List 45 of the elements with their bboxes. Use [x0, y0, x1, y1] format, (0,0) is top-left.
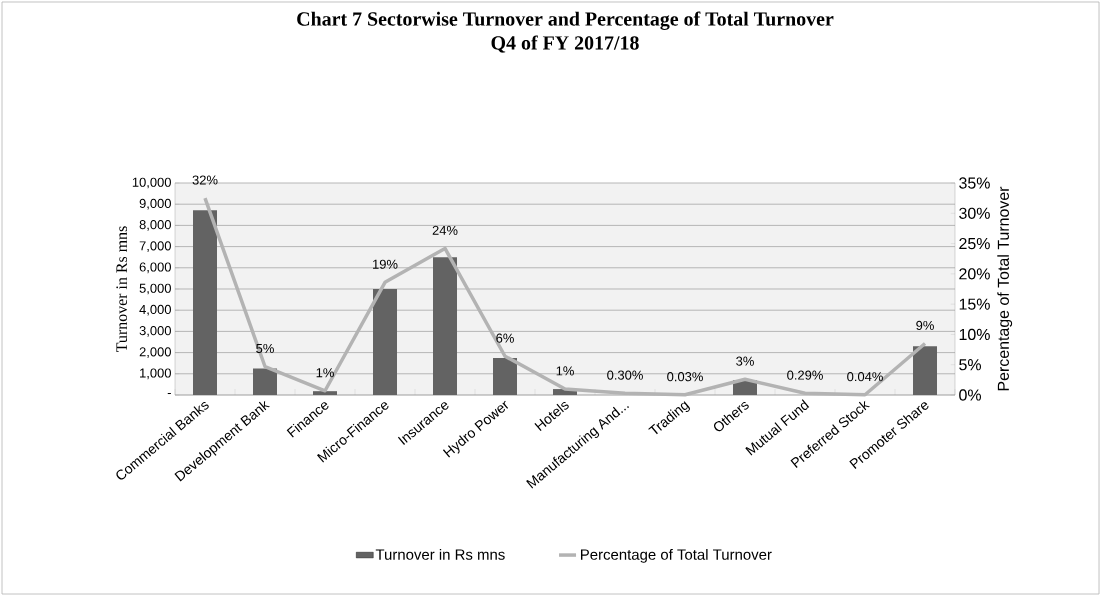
chart-title: Chart 7 Sectorwise Turnover and Percentage of Total Turnover	[297, 11, 834, 30]
bar	[193, 210, 217, 395]
y-tick-label: 6,000	[139, 262, 171, 274]
y-tick-label: 10,000	[132, 177, 171, 189]
data-label: 1%	[316, 368, 334, 378]
y2-tick-label: 10%	[959, 328, 990, 341]
y2-axis-title: Percentage of Total Turnover	[997, 186, 1013, 391]
data-label: 24%	[432, 225, 458, 235]
y2-tick-label: 0%	[959, 389, 981, 401]
bar	[313, 391, 337, 395]
data-label: 5%	[256, 343, 274, 354]
data-label: 0.03%	[667, 372, 703, 382]
y2-tick-label: 5%	[959, 359, 981, 371]
y2-tick-label: 15%	[959, 298, 990, 310]
bar	[373, 289, 397, 395]
y2-tick-label: 20%	[959, 268, 990, 280]
y2-tick-label: 25%	[959, 237, 990, 250]
data-label: 1%	[556, 366, 574, 376]
y2-tick-label: 30%	[959, 207, 990, 219]
y-tick-label: 8,000	[139, 220, 171, 231]
legend-label: Turnover in Rs mns	[375, 548, 505, 560]
data-label: 6%	[496, 333, 514, 343]
bar	[253, 368, 277, 395]
data-label: 9%	[916, 320, 934, 330]
y-axis-title: Turnover in Rs mns	[116, 226, 128, 352]
bar	[493, 357, 517, 395]
y-tick-label: 1,000	[140, 368, 171, 380]
chart-subtitle: Q4 of FY 2017/18	[491, 35, 639, 53]
data-label: 32%	[192, 175, 218, 185]
y2-tick-label: 35%	[959, 177, 990, 189]
y-tick-label: 3,000	[139, 326, 171, 337]
y-tick-label: 5,000	[139, 283, 171, 295]
y-tick-label: -	[167, 393, 171, 395]
y-tick-label: 7,000	[139, 241, 171, 252]
y-tick-label: 2,000	[139, 347, 171, 358]
data-label: 0.29%	[787, 370, 823, 380]
y-tick-label: 4,000	[139, 304, 171, 316]
y-tick-label: 9,000	[139, 198, 171, 210]
bar	[433, 257, 457, 395]
bar	[913, 346, 938, 395]
data-label: 0.04%	[847, 372, 883, 382]
data-label: 3%	[736, 356, 754, 366]
data-label: 19%	[373, 259, 398, 269]
data-label: 0.30%	[607, 370, 643, 380]
legend-label: Percentage of Total Turnover	[581, 548, 772, 563]
